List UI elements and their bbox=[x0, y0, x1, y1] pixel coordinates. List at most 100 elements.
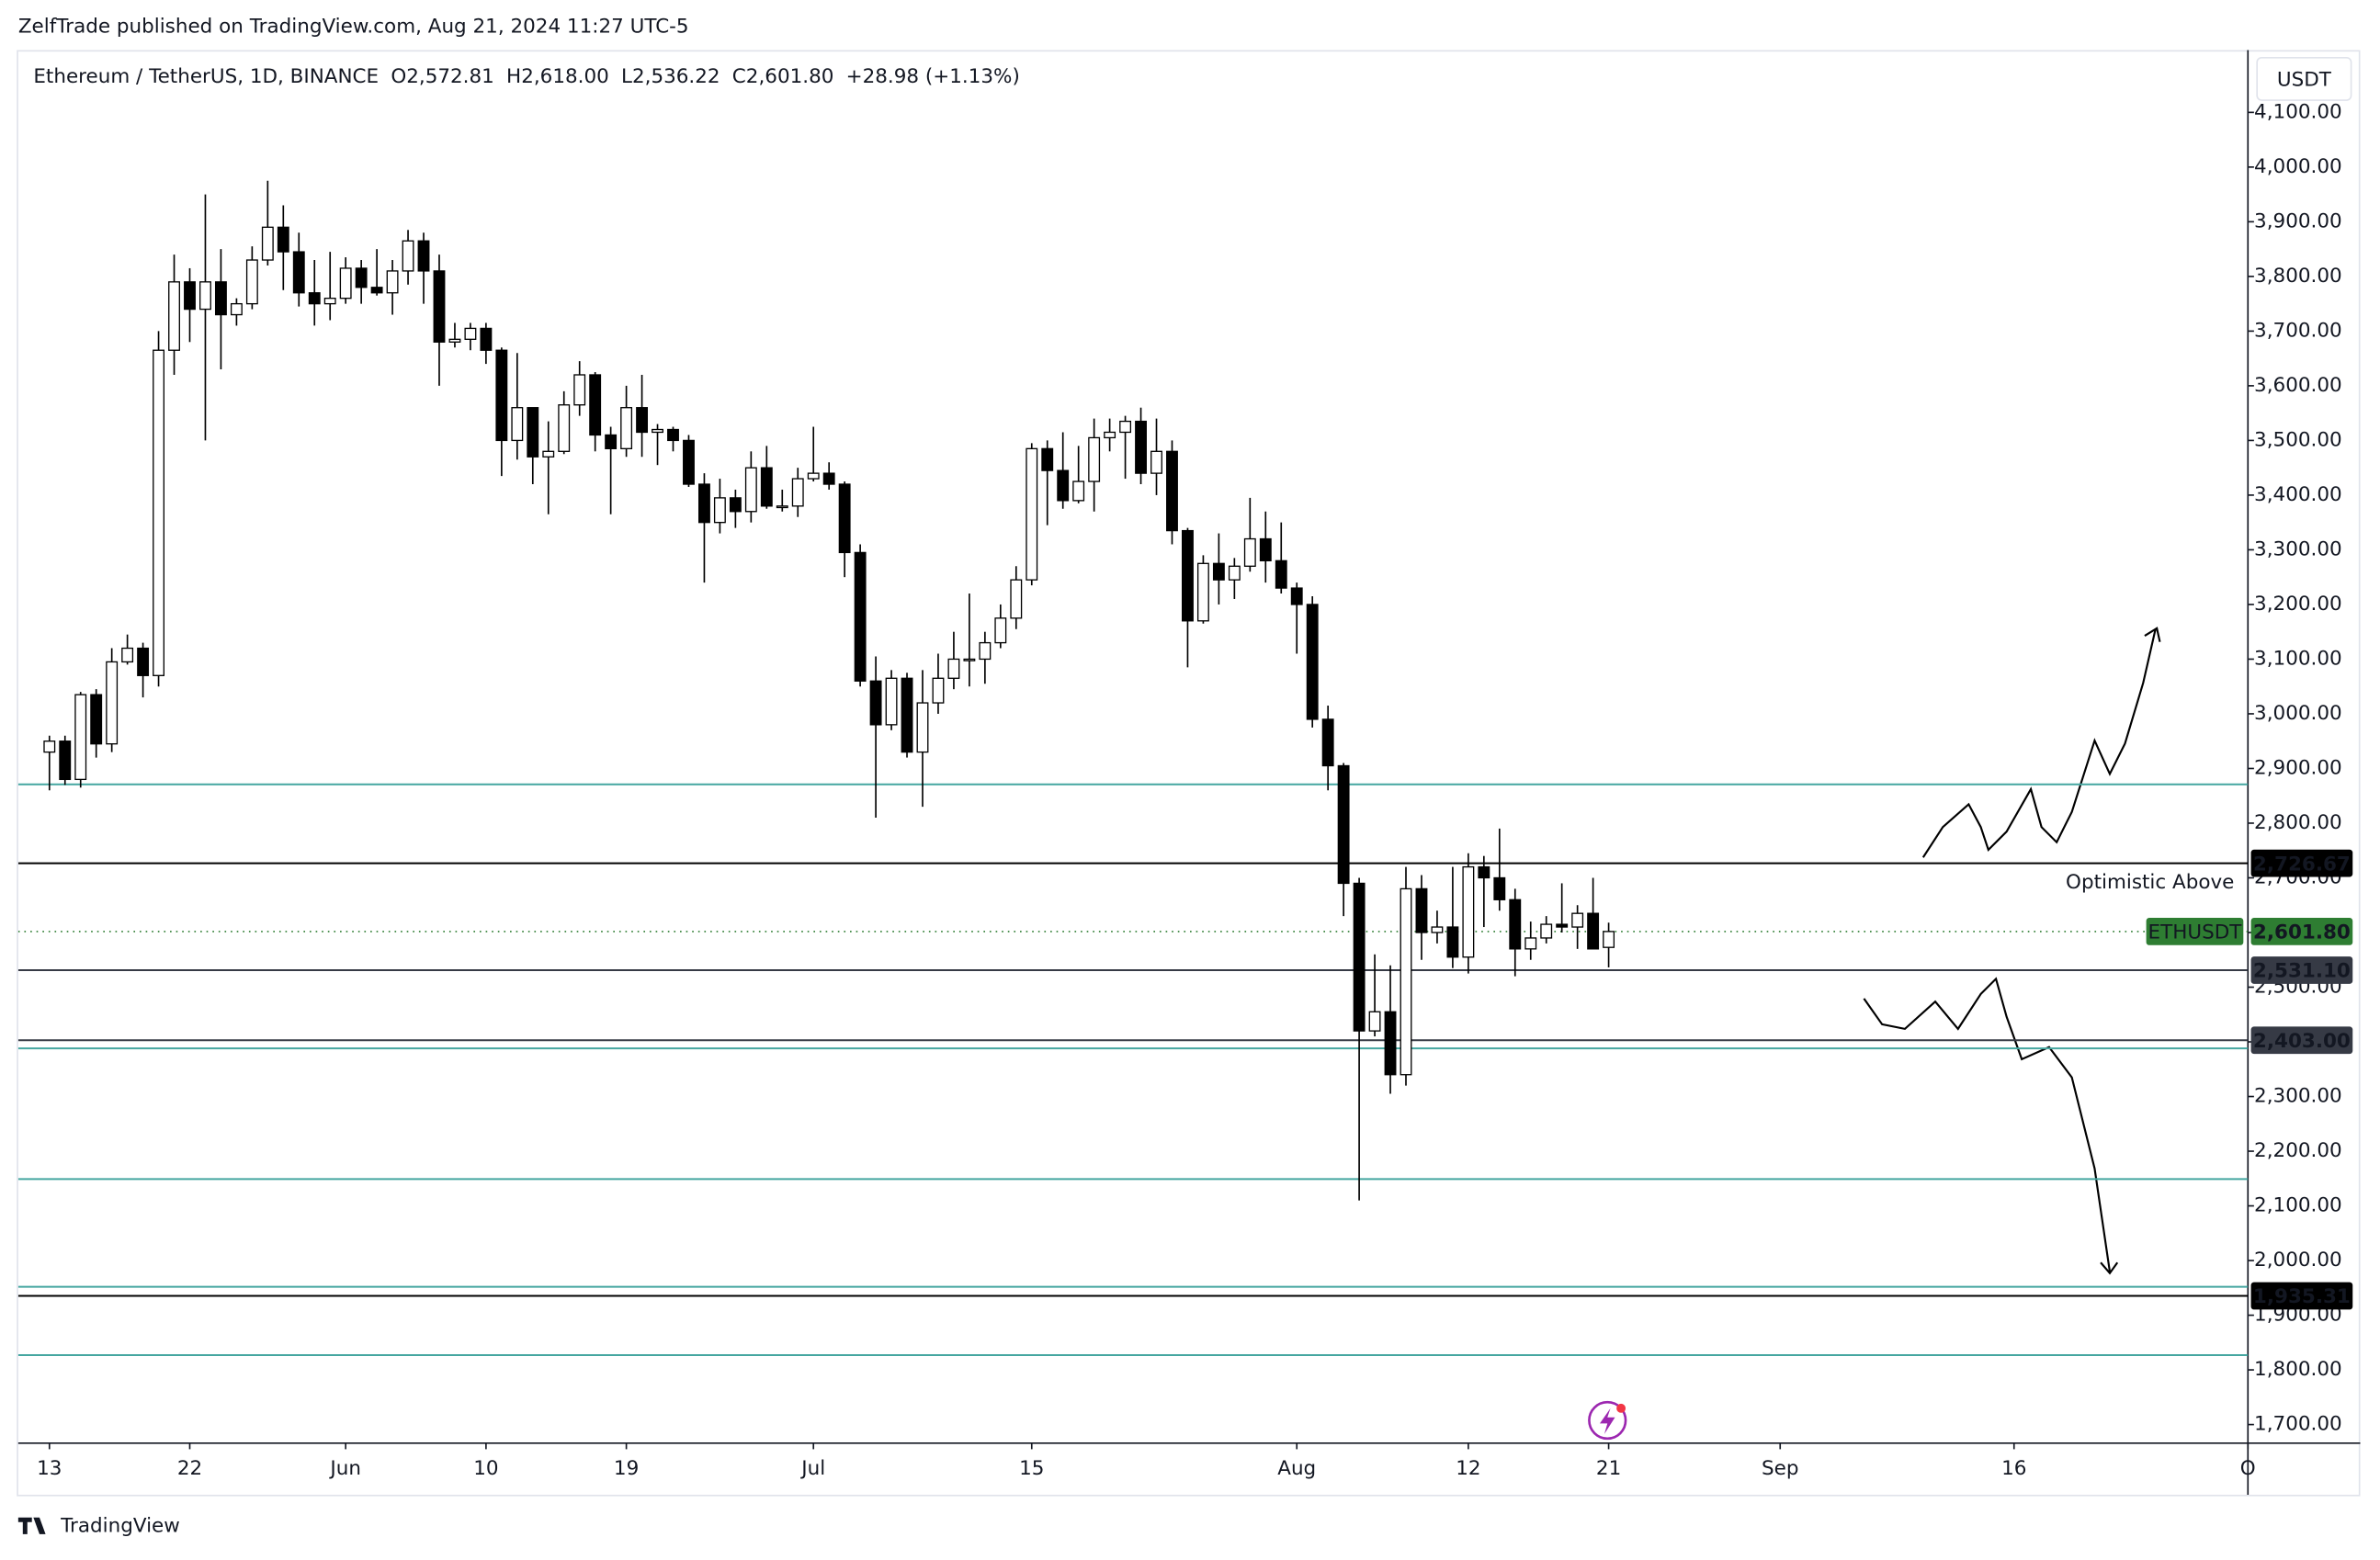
candle-body bbox=[153, 349, 165, 676]
candle-body bbox=[1353, 882, 1366, 1032]
candle-body bbox=[667, 428, 679, 442]
frame bbox=[17, 50, 2361, 1497]
candle-body bbox=[464, 327, 477, 340]
y-tick-label: 2,800.00 bbox=[2254, 811, 2342, 834]
candle-body bbox=[885, 677, 898, 726]
candle-body bbox=[1010, 579, 1023, 619]
candle-body bbox=[1321, 718, 1334, 767]
candle-body bbox=[558, 404, 571, 452]
x-tick-label: 16 bbox=[2001, 1457, 2026, 1480]
legend-item: +28.98 (+1.13%) bbox=[846, 65, 1020, 88]
level-label: 1,935.31 bbox=[2253, 1285, 2351, 1308]
candle-body bbox=[402, 240, 414, 272]
level-label-box bbox=[2250, 1026, 2353, 1055]
tv-logo bbox=[17, 1517, 46, 1534]
candle-body bbox=[1462, 865, 1475, 958]
candle-body bbox=[791, 478, 804, 507]
x-tick-label: Sep bbox=[1762, 1457, 1798, 1480]
candle-body bbox=[1212, 562, 1225, 581]
candle-body bbox=[1290, 587, 1303, 605]
candle-body bbox=[1587, 912, 1600, 950]
candle-body bbox=[1166, 450, 1178, 532]
x-tick-label: 15 bbox=[1019, 1457, 1044, 1480]
candle-body bbox=[121, 647, 134, 663]
candle-body bbox=[511, 407, 524, 442]
drawing-down bbox=[1863, 977, 2112, 1272]
lightning-icon[interactable] bbox=[1588, 1400, 1627, 1441]
candle-body bbox=[90, 694, 103, 745]
y-tick-label: 2,000.00 bbox=[2254, 1249, 2342, 1272]
candle-body bbox=[370, 287, 383, 294]
candle-body bbox=[916, 702, 929, 753]
x-tick-label: 19 bbox=[614, 1457, 639, 1480]
y-tick-label: 2,900.00 bbox=[2254, 756, 2342, 779]
y-tick-label: 4,100.00 bbox=[2254, 100, 2342, 123]
y-tick-label: 2,200.00 bbox=[2254, 1139, 2342, 1162]
candle-body bbox=[807, 472, 820, 480]
candle-body bbox=[683, 439, 695, 485]
candle-body bbox=[43, 740, 56, 753]
candle-body bbox=[1337, 764, 1350, 885]
candle-body bbox=[697, 483, 710, 524]
candle-body bbox=[1243, 537, 1256, 567]
candle-body bbox=[1026, 447, 1038, 581]
candle-body bbox=[448, 338, 461, 343]
candle-body bbox=[573, 374, 586, 406]
candle-body bbox=[979, 641, 992, 661]
y-tick-label: 1,800.00 bbox=[2254, 1358, 2342, 1381]
candle-body bbox=[323, 298, 336, 305]
y-tick-label: 3,900.00 bbox=[2254, 209, 2342, 232]
candle-body bbox=[106, 661, 119, 745]
plot-area bbox=[17, 180, 2249, 1356]
x-tick-label: Aug bbox=[1277, 1457, 1316, 1480]
candle-body bbox=[636, 407, 649, 434]
candle-body bbox=[184, 281, 196, 311]
candle-body bbox=[901, 677, 913, 753]
candle-body bbox=[277, 226, 289, 253]
candle-body bbox=[1041, 447, 1054, 471]
candle-body bbox=[1556, 923, 1569, 928]
legend-item: O2,572.81 bbox=[391, 65, 494, 88]
candle-body bbox=[1104, 431, 1116, 439]
y-tick-label: 3,400.00 bbox=[2254, 483, 2342, 506]
lightning-bolt bbox=[1599, 1407, 1615, 1434]
candle-body bbox=[542, 450, 555, 458]
candle-body bbox=[1524, 937, 1537, 950]
y-tick-label: 3,500.00 bbox=[2254, 428, 2342, 451]
candle-body bbox=[1196, 562, 1209, 622]
candle-body bbox=[1119, 420, 1132, 434]
candle-body bbox=[1540, 923, 1553, 939]
legend: Ethereum / TetherUS, 1D, BINANCE O2,572.8… bbox=[33, 65, 1019, 88]
currency-label: USDT bbox=[2277, 69, 2332, 92]
symbol-label: ETHUSDT bbox=[2148, 921, 2243, 944]
candle-body bbox=[1384, 1011, 1397, 1076]
currency-box[interactable] bbox=[2256, 56, 2352, 101]
notification-dot bbox=[1616, 1403, 1626, 1413]
y-tick-label: 3,600.00 bbox=[2254, 374, 2342, 397]
x-tick-label: 10 bbox=[473, 1457, 498, 1480]
candle-body bbox=[932, 677, 945, 704]
candle-body bbox=[1571, 912, 1584, 928]
x-tick-label: Jun bbox=[328, 1457, 361, 1480]
y-tick-label: 3,000.00 bbox=[2254, 702, 2342, 725]
candle-body bbox=[1509, 899, 1522, 950]
candle-body bbox=[776, 505, 788, 509]
candle-body bbox=[822, 472, 835, 485]
x-tick-label: 13 bbox=[37, 1457, 62, 1480]
y-tick-label: 3,300.00 bbox=[2254, 537, 2342, 560]
arrow-head bbox=[2100, 1261, 2119, 1275]
candle-body bbox=[527, 407, 539, 458]
candle-body bbox=[1182, 529, 1194, 622]
candle-body bbox=[605, 434, 618, 449]
candle-body bbox=[1415, 887, 1428, 933]
candle-body bbox=[652, 428, 663, 434]
arrow-head bbox=[2144, 627, 2161, 642]
candle-body bbox=[589, 374, 602, 436]
legend-item: H2,618.00 bbox=[506, 65, 609, 88]
candle-body bbox=[433, 270, 446, 343]
candle-body bbox=[495, 349, 508, 442]
legend-item: C2,601.80 bbox=[732, 65, 834, 88]
drawing-up bbox=[1921, 629, 2157, 858]
